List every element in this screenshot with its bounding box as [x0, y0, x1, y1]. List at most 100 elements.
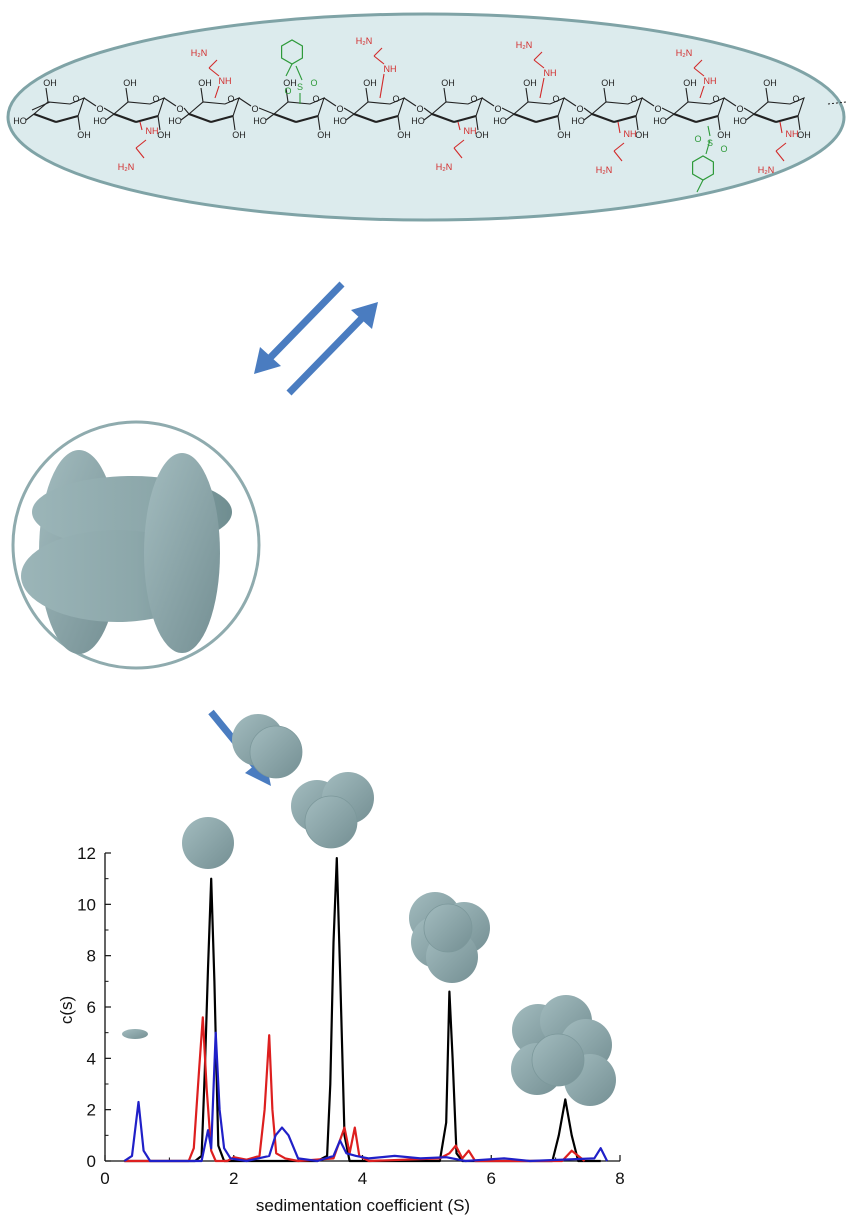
chem-label: O	[96, 104, 103, 114]
chem-label: OH	[77, 130, 91, 140]
chem-label: OH	[797, 130, 811, 140]
chem-label: O	[336, 104, 343, 114]
arrow-down-left-icon	[254, 281, 345, 374]
chem-label: OH	[157, 130, 171, 140]
chem-label: HO	[13, 116, 27, 126]
chem-label: OH	[397, 130, 411, 140]
chem-label: H₂N	[596, 165, 613, 175]
chain-labels: OOOHHOOHOOOHHOOHOOOHHOOHOOOHHOOHOOOHHOOH…	[13, 36, 811, 175]
y-tick-label: 8	[87, 947, 96, 966]
monomer-flat-icon	[122, 1029, 148, 1039]
chem-label: O	[736, 104, 743, 114]
y-tick-label: 4	[87, 1049, 96, 1068]
chem-label: O	[152, 94, 159, 104]
chem-label: H₂N	[356, 36, 373, 46]
chem-label: O	[72, 94, 79, 104]
chem-label: NH	[624, 129, 637, 139]
chem-label: H₂N	[758, 165, 775, 175]
chem-label: OH	[232, 130, 246, 140]
particle-icons	[122, 714, 616, 1106]
chem-label: NH	[219, 76, 232, 86]
chem-label: O	[416, 104, 423, 114]
single-sphere-icon	[182, 817, 234, 869]
y-tick-label: 0	[87, 1152, 96, 1171]
dimer-icon	[232, 714, 303, 779]
x-axis-label: sedimentation coefficient (S)	[256, 1196, 470, 1215]
chem-label: O	[694, 134, 701, 144]
x-tick-label: 8	[615, 1169, 624, 1188]
y-tick-label: 12	[77, 844, 96, 863]
chem-label: O	[654, 104, 661, 114]
chem-label: OH	[441, 78, 455, 88]
equilibrium-arrows	[254, 281, 378, 396]
chem-label: HO	[411, 116, 425, 126]
chem-label: OH	[123, 78, 137, 88]
y-axis-label: c(s)	[57, 996, 76, 1024]
chem-label: O	[552, 94, 559, 104]
chem-label: O	[470, 94, 477, 104]
chem-label: S	[297, 82, 303, 92]
chem-label: HO	[93, 116, 107, 126]
chem-label: H₂N	[118, 162, 135, 172]
chem-label: O	[392, 94, 399, 104]
polymer-chain-diagram: OOOHHOOHOOOHHOOHOOOHHOOHOOOHHOOHOOOHHOOH…	[6, 12, 847, 222]
sugar-backbone	[25, 39, 847, 193]
hexamer-icon	[511, 995, 616, 1106]
chem-label: HO	[733, 116, 747, 126]
chem-label: O	[630, 94, 637, 104]
chem-label: HO	[653, 116, 667, 126]
chem-label: NH	[464, 126, 477, 136]
chem-label: HO	[493, 116, 507, 126]
series-line-2	[124, 1016, 586, 1163]
y-tick-label: 2	[87, 1101, 96, 1120]
chem-label: OH	[601, 78, 615, 88]
chem-label: O	[494, 104, 501, 114]
aggregate-illustration	[11, 420, 261, 670]
chem-label: OH	[763, 78, 777, 88]
chem-label: O	[251, 104, 258, 114]
chem-label: NH	[384, 64, 397, 74]
chem-label: O	[312, 94, 319, 104]
chem-label: O	[792, 94, 799, 104]
chem-label: OH	[317, 130, 331, 140]
chem-label: NH	[704, 76, 717, 86]
chem-label: O	[176, 104, 183, 114]
trimer-icon	[291, 772, 374, 849]
chem-label: OH	[475, 130, 489, 140]
chem-label: OH	[43, 78, 57, 88]
chem-label: OH	[198, 78, 212, 88]
chem-label: O	[310, 78, 317, 88]
x-tick-label: 6	[487, 1169, 496, 1188]
chem-label: O	[720, 144, 727, 154]
chem-label: OH	[635, 130, 649, 140]
chem-label: OH	[523, 78, 537, 88]
series-line-1	[124, 857, 601, 1163]
chem-label: OH	[683, 78, 697, 88]
x-tick-label: 4	[358, 1169, 367, 1188]
x-tick-label: 0	[100, 1169, 109, 1188]
sedimentation-chart: 0 2 4 6 8 0 2 4 6 8 10 12 sedimentation coefficient…	[57, 844, 625, 1215]
chem-label: NH	[544, 68, 557, 78]
x-tick-label: 2	[229, 1169, 238, 1188]
chem-label: HO	[253, 116, 267, 126]
chem-label: HO	[168, 116, 182, 126]
chem-label: OH	[363, 78, 377, 88]
chem-label: HO	[333, 116, 347, 126]
y-tick-label: 10	[77, 895, 96, 914]
chem-label: H₂N	[516, 40, 533, 50]
chem-label: OH	[283, 78, 297, 88]
chem-label: O	[712, 94, 719, 104]
chem-label: H₂N	[191, 48, 208, 58]
chem-label: NH	[146, 126, 159, 136]
chem-label: OH	[557, 130, 571, 140]
chem-label: OH	[717, 130, 731, 140]
chem-label: H₂N	[676, 48, 693, 58]
series-line-3	[123, 1031, 609, 1163]
chem-label: HO	[571, 116, 585, 126]
arrow-up-right-icon	[286, 302, 378, 396]
chart-series	[123, 857, 609, 1163]
y-tick-label: 6	[87, 998, 96, 1017]
chem-label: S	[707, 138, 713, 148]
chem-label: O	[576, 104, 583, 114]
